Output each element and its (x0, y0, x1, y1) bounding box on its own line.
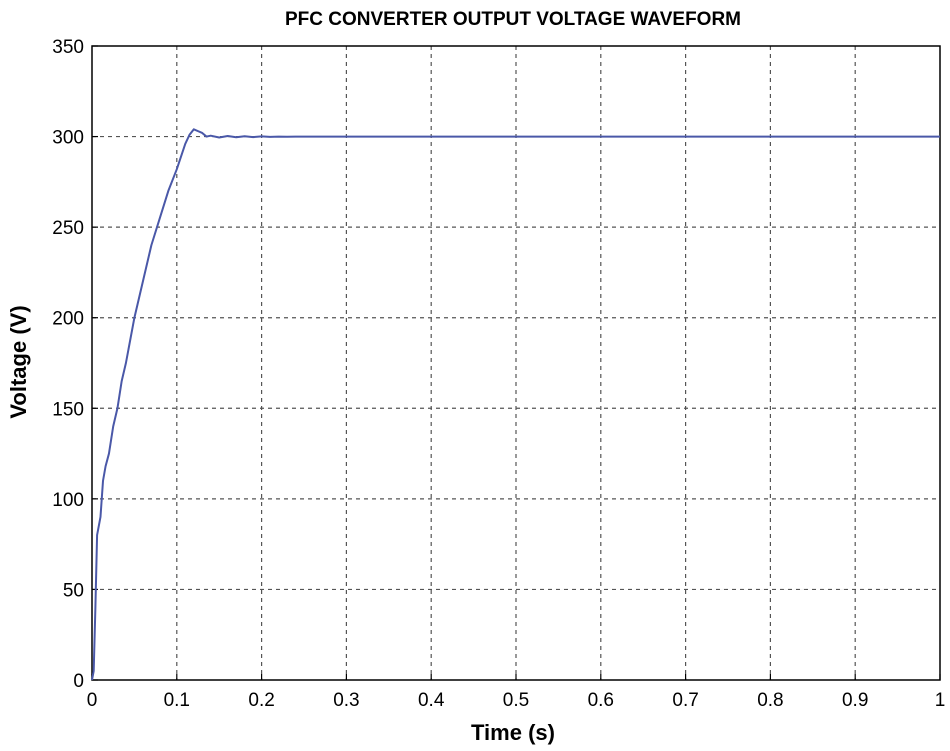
chart-title: PFC CONVERTER OUTPUT VOLTAGE WAVEFORM (285, 9, 741, 30)
x-tick-label: 0.4 (418, 690, 445, 711)
x-tick-label: 0.3 (333, 690, 359, 711)
series-group (91, 128, 940, 681)
x-tick-label: 0.8 (757, 690, 783, 711)
x-axis-label: Time (s) (471, 720, 555, 745)
x-tick-label: 0.7 (672, 690, 698, 711)
y-tick-label: 200 (52, 309, 84, 330)
x-tick-label: 1 (935, 690, 946, 711)
y-tick-label: 150 (52, 399, 84, 420)
x-tick-label: 0.1 (164, 690, 190, 711)
y-tick-label: 350 (52, 37, 84, 58)
y-tick-label: 300 (52, 128, 84, 149)
series-line (91, 128, 940, 681)
axis-ticks: 0 0.1 0.2 0.3 0.4 0.5 0.6 0.7 0.8 0.9 1 0 50 100 150 20… (52, 37, 945, 711)
x-tick-label: 0.5 (503, 690, 529, 711)
y-tick-label: 100 (52, 490, 84, 511)
y-axis-label: Voltage (V) (6, 305, 31, 418)
y-tick-label: 50 (63, 580, 84, 601)
grid (92, 46, 940, 680)
y-tick-label: 250 (52, 218, 84, 239)
x-tick-label: 0.2 (248, 690, 274, 711)
x-tick-label: 0.6 (588, 690, 614, 711)
x-tick-label: 0.9 (842, 690, 868, 711)
x-tick-label: 0 (87, 690, 98, 711)
y-tick-label: 0 (73, 671, 84, 692)
